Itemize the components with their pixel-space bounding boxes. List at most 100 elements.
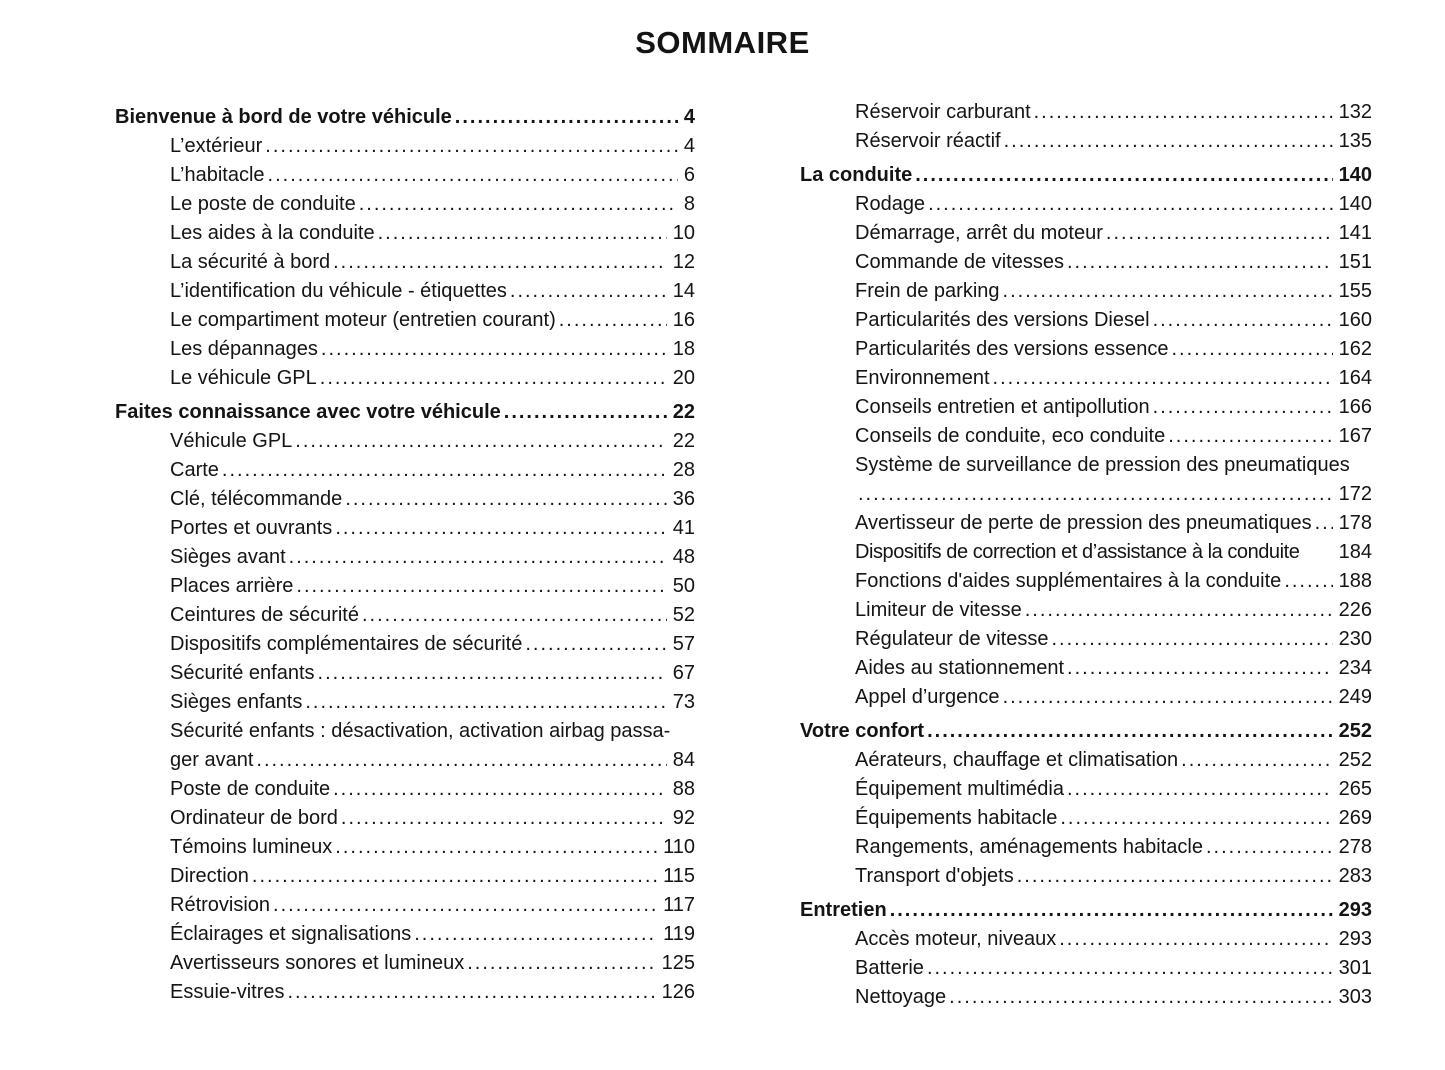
dot-leader bbox=[1003, 683, 1333, 712]
dot-leader bbox=[1034, 98, 1333, 127]
toc-column-left: Bienvenue à bord de votre véhicule4 L’ext… bbox=[115, 98, 695, 1012]
dot-leader bbox=[1153, 393, 1333, 422]
toc-entry: Transport d'objets 283 bbox=[800, 862, 1372, 891]
toc-entry-label: Éclairages et signalisations bbox=[170, 923, 412, 945]
dot-leader bbox=[222, 456, 667, 485]
toc-entry: Véhicule GPL 22 bbox=[115, 427, 695, 456]
toc-entry-label: Le compartiment moteur (entretien couran… bbox=[170, 309, 556, 331]
toc-entry-row: Conseils de conduite, eco conduite 167 bbox=[800, 422, 1372, 451]
toc-entry-label: L’extérieur bbox=[170, 135, 263, 157]
toc-entry: Démarrage, arrêt du moteur 141 bbox=[800, 219, 1372, 248]
dot-leader bbox=[510, 277, 667, 306]
toc-entry-page: 50 bbox=[672, 575, 695, 597]
toc-entry-page: 151 bbox=[1338, 251, 1372, 273]
toc-entry: Aides au stationnement 234 bbox=[800, 654, 1372, 683]
dot-leader bbox=[927, 717, 1333, 746]
toc-entry: Équipement multimédia 265 bbox=[800, 775, 1372, 804]
toc-entry-label: Clé, télécommande bbox=[170, 488, 343, 510]
toc-entry-label: Rodage bbox=[855, 193, 926, 215]
toc-entry-page: 52 bbox=[672, 604, 695, 626]
toc-entry-row: L’identification du véhicule - étiquette… bbox=[115, 277, 695, 306]
toc-entry: L’habitacle 6 bbox=[115, 161, 695, 190]
toc-entry-label: Le véhicule GPL bbox=[170, 367, 317, 389]
toc-entry-page: 16 bbox=[672, 309, 695, 331]
dot-leader bbox=[265, 132, 678, 161]
toc-entry-page: 166 bbox=[1338, 396, 1372, 418]
toc-entry-label: Carte bbox=[170, 459, 219, 481]
toc-entry-row: Aides au stationnement 234 bbox=[800, 654, 1372, 683]
toc-entry-row: La sécurité à bord 12 bbox=[115, 248, 695, 277]
toc-entry: Ceintures de sécurité 52 bbox=[115, 601, 695, 630]
dot-leader bbox=[256, 746, 666, 775]
toc-entry: Limiteur de vitesse 226 bbox=[800, 596, 1372, 625]
toc-entry: Batterie 301 bbox=[800, 954, 1372, 983]
dot-leader bbox=[1153, 306, 1333, 335]
toc-entry-label: Particularités des versions Diesel bbox=[855, 309, 1150, 331]
toc-entry-row: Batterie 301 bbox=[800, 954, 1372, 983]
toc-entry-page: 140 bbox=[1338, 164, 1372, 186]
dot-leader bbox=[341, 804, 667, 833]
toc-entry-row: Bienvenue à bord de votre véhicule 4 bbox=[115, 103, 695, 132]
toc-entry-row: Témoins lumineux 110 bbox=[115, 833, 695, 862]
dot-leader bbox=[928, 190, 1333, 219]
toc-entry: Conseils de conduite, eco conduite 167 bbox=[800, 422, 1372, 451]
toc-entry-row: Accès moteur, niveaux 293 bbox=[800, 925, 1372, 954]
toc-entry-page: 48 bbox=[672, 546, 695, 568]
toc-entry: Réservoir carburant 132 bbox=[800, 98, 1372, 127]
toc-entry-label: Réservoir carburant bbox=[855, 101, 1031, 123]
toc-entry-row: Appel d’urgence 249 bbox=[800, 683, 1372, 712]
toc-entry-page: 36 bbox=[672, 488, 695, 510]
dot-leader bbox=[296, 572, 666, 601]
dot-leader bbox=[455, 103, 678, 132]
toc-entry-row: Limiteur de vitesse 226 bbox=[800, 596, 1372, 625]
toc-entry-page: 226 bbox=[1338, 599, 1372, 621]
dot-leader bbox=[333, 248, 667, 277]
toc-entry-page: 160 bbox=[1338, 309, 1372, 331]
toc-entry-label: Aérateurs, chauffage et climatisation bbox=[855, 749, 1179, 771]
dot-leader bbox=[559, 306, 667, 335]
dot-leader bbox=[1206, 833, 1333, 862]
toc-entry-page: 92 bbox=[672, 807, 695, 829]
toc-entry-row: Démarrage, arrêt du moteur 141 bbox=[800, 219, 1372, 248]
toc-entry: Rodage 140 bbox=[800, 190, 1372, 219]
toc-entry: Portes et ouvrants 41 bbox=[115, 514, 695, 543]
toc-entry-label: Sécurité enfants bbox=[170, 662, 315, 684]
toc-entry-row: Sièges enfants 73 bbox=[115, 688, 695, 717]
dot-leader bbox=[295, 427, 666, 456]
toc-entry-row: ger avant 84 bbox=[115, 746, 695, 775]
toc-entry-label: Transport d'objets bbox=[855, 865, 1014, 887]
dot-leader bbox=[1017, 862, 1333, 891]
toc-entry-label: Rangements, aménagements habitacle bbox=[855, 836, 1203, 858]
dot-leader bbox=[915, 161, 1332, 190]
toc-entry-label: Sièges avant bbox=[170, 546, 286, 568]
toc-entry-page: 283 bbox=[1338, 865, 1372, 887]
toc-entry-label: Poste de conduite bbox=[170, 778, 331, 800]
toc-entry-page: 278 bbox=[1338, 836, 1372, 858]
toc-entry: Système de surveillance de pression des … bbox=[800, 451, 1372, 509]
toc-entry-label: Démarrage, arrêt du moteur bbox=[855, 222, 1103, 244]
dot-leader bbox=[335, 833, 657, 862]
toc-section-entry: Votre confort 252 bbox=[800, 717, 1372, 746]
dot-leader bbox=[890, 896, 1333, 925]
toc-entry-page: 67 bbox=[672, 662, 695, 684]
toc-entry: Éclairages et signalisations 119 bbox=[115, 920, 695, 949]
toc-entry-label: Système de surveillance de pression des … bbox=[855, 454, 1350, 476]
toc-entry-label: Batterie bbox=[855, 957, 924, 979]
toc-entry-row: Essuie-vitres 126 bbox=[115, 978, 695, 1007]
dot-leader bbox=[525, 630, 666, 659]
dot-leader bbox=[927, 954, 1333, 983]
toc-entry-row: La conduite 140 bbox=[800, 161, 1372, 190]
toc-entry-page: 10 bbox=[672, 222, 695, 244]
toc-entry-row: Fonctions d'aides supplémentaires à la c… bbox=[800, 567, 1372, 596]
toc-entry-label: Frein de parking bbox=[855, 280, 1000, 302]
toc-entry-label: La conduite bbox=[800, 164, 913, 186]
toc-section-entry: Entretien 293 bbox=[800, 896, 1372, 925]
dot-leader bbox=[949, 983, 1332, 1012]
toc-entry-label: Conseils de conduite, eco conduite bbox=[855, 425, 1166, 447]
toc-entry-row: Particularités des versions Diesel 160 bbox=[800, 306, 1372, 335]
dot-leader bbox=[378, 219, 667, 248]
toc-columns: Bienvenue à bord de votre véhicule4 L’ext… bbox=[115, 98, 1372, 1012]
toc-entry-label: Portes et ouvrants bbox=[170, 517, 333, 539]
toc-entry-row: Régulateur de vitesse 230 bbox=[800, 625, 1372, 654]
toc-entry-row: Direction 115 bbox=[115, 862, 695, 891]
